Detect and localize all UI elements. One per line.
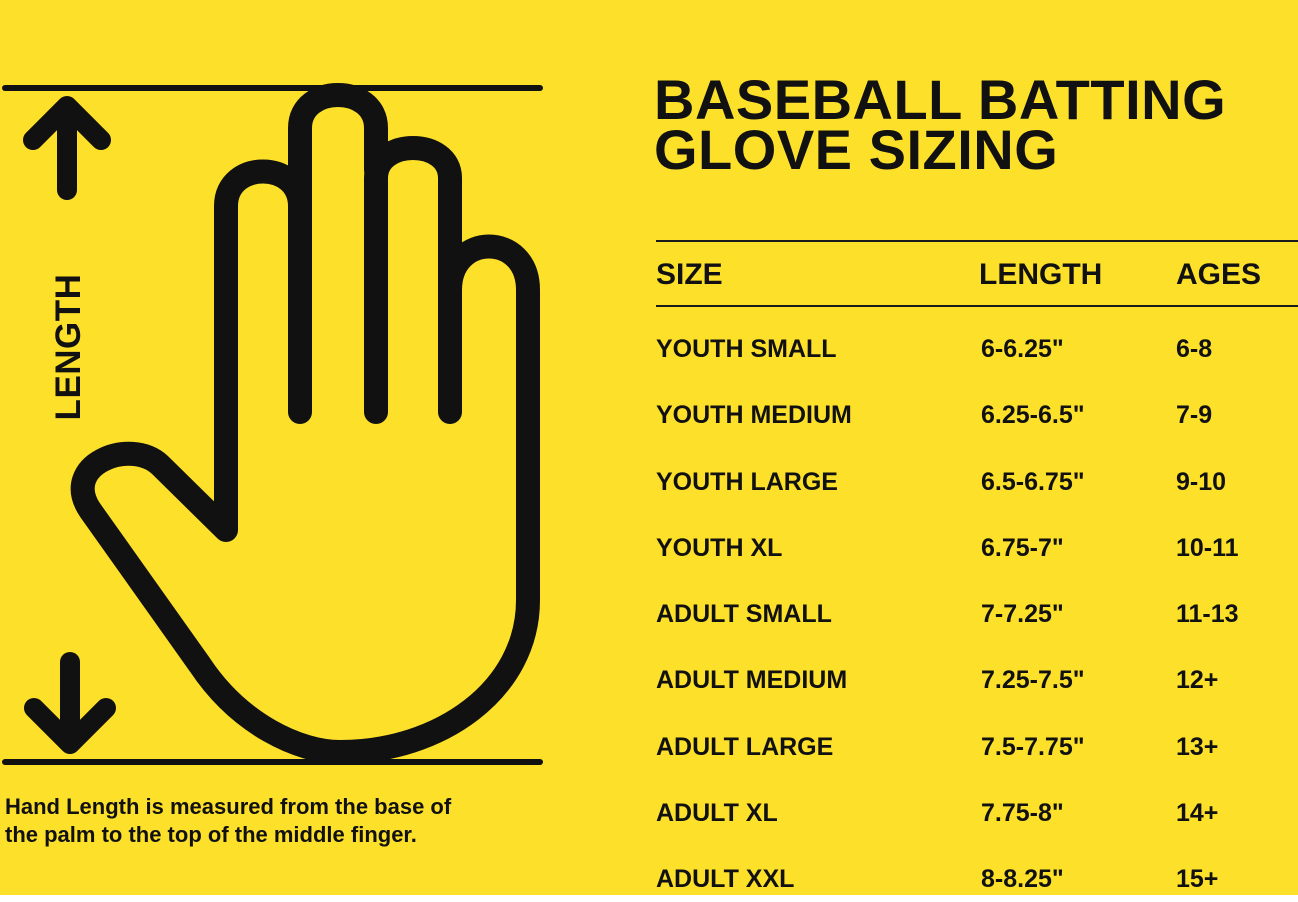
row-ages: 15+ <box>1176 865 1219 894</box>
row-length: 8-8.25" <box>981 865 1064 894</box>
row-size: ADULT XL <box>656 799 778 828</box>
row-ages: 7-9 <box>1176 401 1213 430</box>
row-ages: 10-11 <box>1176 533 1239 562</box>
table-row: YOUTH SMALL 6-6.25" 6-8 <box>0 330 1298 396</box>
row-ages: 14+ <box>1176 799 1219 828</box>
row-ages: 12+ <box>1176 666 1219 695</box>
table-row: ADULT LARGE 7.5-7.75" 13+ <box>0 728 1298 794</box>
table-row: ADULT XL 7.75-8" 14+ <box>0 794 1298 860</box>
row-length: 7-7.25" <box>981 600 1064 629</box>
row-ages: 13+ <box>1176 732 1219 761</box>
row-length: 7.5-7.75" <box>981 732 1085 761</box>
measurement-caption: Hand Length is measured from the base of… <box>5 794 452 847</box>
row-ages: 6-8 <box>1176 335 1213 363</box>
hand-measurement-illustration <box>2 83 543 765</box>
row-length: 6.75-7" <box>981 533 1064 562</box>
header-size: SIZE <box>656 258 723 291</box>
size-table-body: YOUTH SMALL 6-6.25" 6-8 YOUTH MEDIUM 6.2… <box>0 330 1298 895</box>
bottom-white-strip <box>0 895 1298 902</box>
row-size: YOUTH MEDIUM <box>656 401 852 430</box>
arrow-up-icon <box>23 96 111 200</box>
header-ages: AGES <box>1176 258 1262 291</box>
row-length: 6.5-6.75" <box>981 467 1085 496</box>
table-row: YOUTH XL 6.75-7" 10-11 <box>0 529 1298 595</box>
table-row: YOUTH LARGE 6.5-6.75" 9-10 <box>0 463 1298 529</box>
row-length: 6.25-6.5" <box>981 401 1085 430</box>
row-size: ADULT SMALL <box>656 600 832 629</box>
table-row: YOUTH MEDIUM 6.25-6.5" 7-9 <box>0 396 1298 462</box>
table-header-bottom-rule <box>656 305 1298 307</box>
row-length: 6-6.25" <box>981 335 1064 363</box>
row-size: YOUTH XL <box>656 533 783 562</box>
table-row: ADULT MEDIUM 7.25-7.5" 12+ <box>0 661 1298 727</box>
table-row: ADULT SMALL 7-7.25" 11-13 <box>0 595 1298 661</box>
row-size: ADULT LARGE <box>656 732 834 761</box>
open-hand-outline-icon <box>70 83 540 764</box>
row-length: 7.25-7.5" <box>981 666 1085 695</box>
row-length: 7.75-8" <box>981 799 1064 828</box>
table-header: SIZE LENGTH AGES <box>0 255 1298 295</box>
title-line-2: GLOVE SIZING <box>654 118 1059 181</box>
row-size: YOUTH LARGE <box>656 467 838 496</box>
row-ages: 9-10 <box>1176 467 1227 496</box>
row-size: YOUTH SMALL <box>656 335 837 363</box>
row-size: ADULT XXL <box>656 865 795 894</box>
header-length: LENGTH <box>979 258 1103 291</box>
table-header-top-rule <box>656 240 1298 242</box>
table-row: ADULT XXL 8-8.25" 15+ <box>0 860 1298 895</box>
row-size: ADULT MEDIUM <box>656 666 848 695</box>
arrow-down-icon <box>24 652 116 754</box>
title-line-1: BASEBALL BATTING <box>654 68 1227 131</box>
row-ages: 11-13 <box>1176 600 1239 629</box>
page-title: BASEBALL BATTING GLOVE SIZING <box>654 68 1284 181</box>
